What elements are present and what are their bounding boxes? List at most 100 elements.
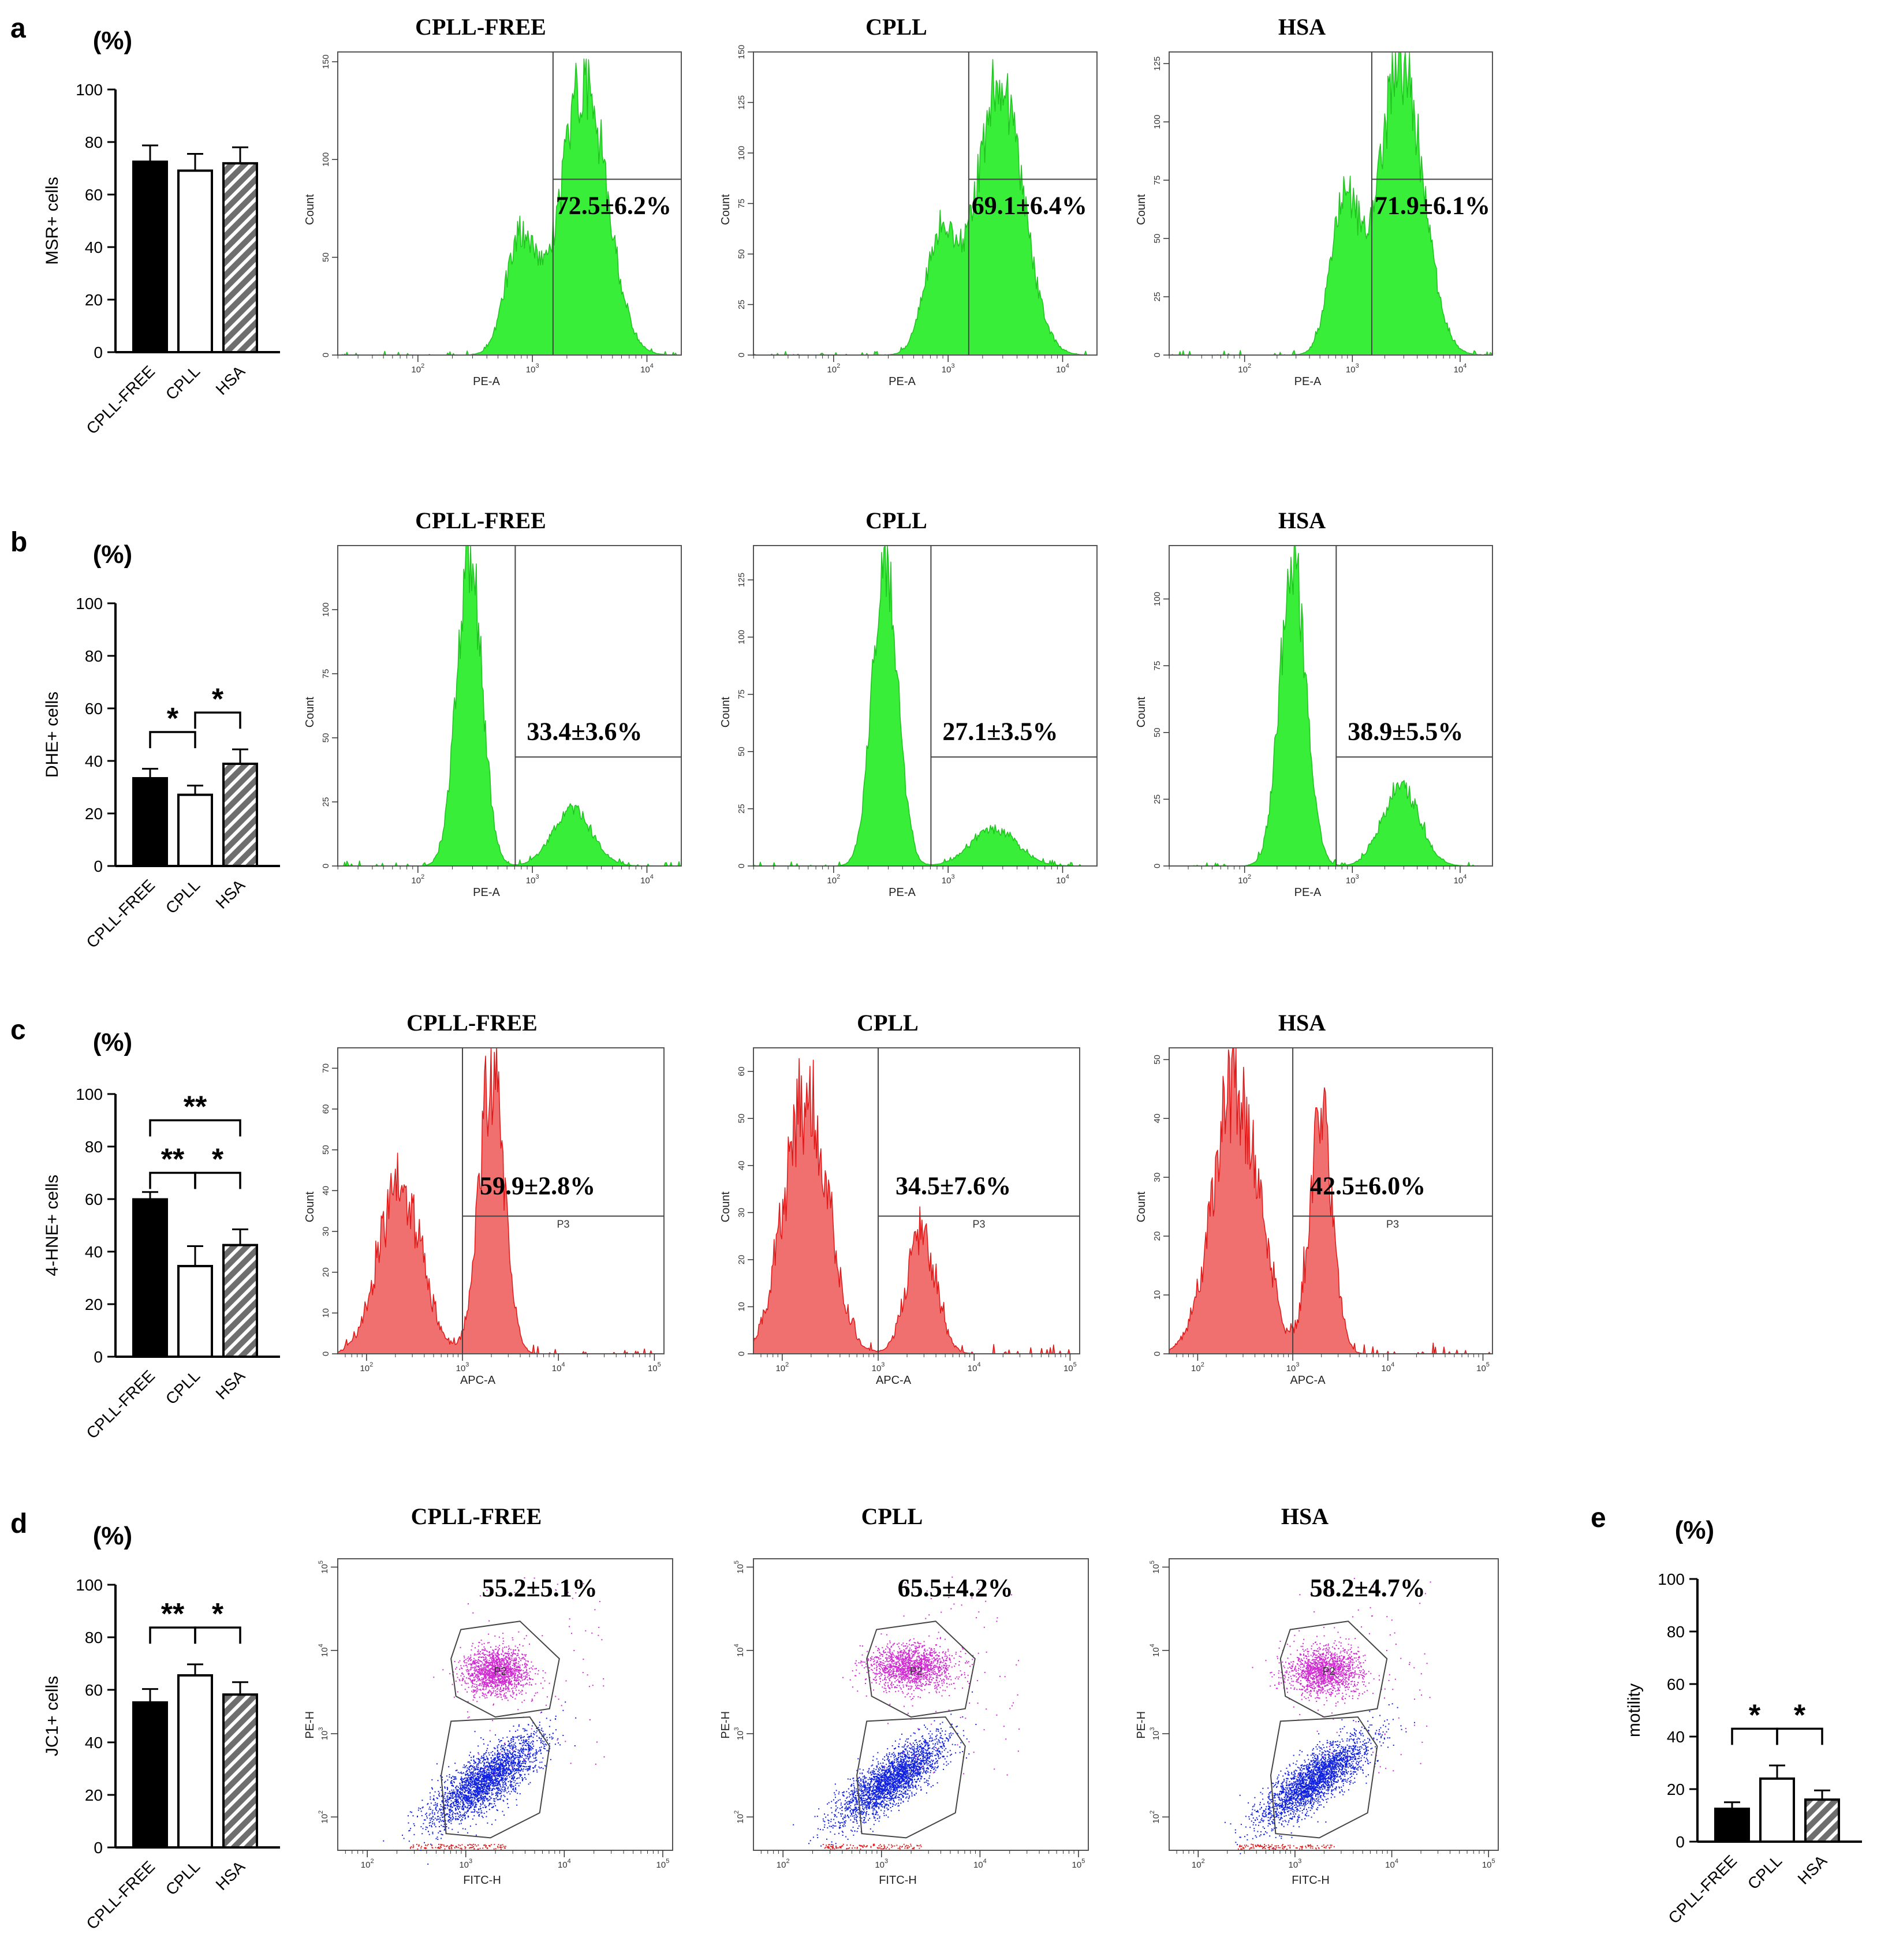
x-tick-label: 102	[411, 873, 424, 886]
x-category-label: CPLL-FREE	[1665, 1851, 1740, 1927]
y-tick-label: 104	[1149, 1644, 1161, 1657]
y-tick-label: 125	[737, 573, 747, 587]
x-tick-label: 104	[558, 1858, 571, 1870]
y-tick-label: 40	[85, 238, 103, 256]
significance-bracket	[149, 1119, 241, 1137]
gate-p2	[450, 1621, 560, 1718]
y-tick-label: 0	[1152, 864, 1162, 868]
plot-frame	[1169, 1558, 1499, 1851]
x-tick-exponent: 4	[983, 1858, 987, 1865]
bar-cpll	[177, 169, 213, 353]
x-tick-exponent: 2	[1248, 363, 1251, 369]
y-tick-label: 104	[318, 1644, 330, 1657]
y-tick-exponent: 2	[733, 1810, 740, 1814]
y-tick-label: 0	[1676, 1833, 1685, 1851]
x-tick-label: 102	[827, 363, 840, 375]
y-tick-label: 60	[1667, 1675, 1685, 1693]
y-tick-exponent: 3	[318, 1727, 324, 1731]
y-axis-label: DHE+ cells	[43, 692, 62, 778]
y-tick-label: 100	[76, 81, 103, 99]
percent-label: 71.9±6.1%	[1375, 192, 1490, 220]
x-category-label: CPLL	[1744, 1851, 1785, 1892]
plot-title: CPLL	[865, 14, 927, 40]
x-tick-label: 103	[942, 873, 955, 886]
x-tick-exponent: 2	[421, 363, 424, 369]
percent-label: 65.5±4.2%	[898, 1574, 1013, 1602]
y-tick-label: 0	[94, 857, 103, 875]
significance-label: *	[1794, 1698, 1806, 1732]
y-tick-label: 25	[1152, 794, 1162, 804]
unit-label: (%)	[93, 1028, 132, 1056]
x-axis-label: PE-A	[473, 886, 500, 899]
gate-name: P3	[972, 1219, 985, 1230]
x-tick-exponent: 3	[885, 1858, 888, 1865]
x-axis-label: APC-A	[1290, 1374, 1326, 1387]
x-category-label: CPLL	[162, 362, 203, 403]
y-tick-label: 100	[321, 602, 331, 617]
gate-p2	[866, 1621, 976, 1718]
x-tick-exponent: 2	[1201, 1361, 1204, 1368]
x-tick-label: 102	[777, 1858, 790, 1870]
y-tick-label: 40	[737, 1161, 747, 1171]
x-tick-exponent: 2	[786, 1858, 789, 1865]
gate-lower	[441, 1716, 550, 1839]
histogram-a-2: HSA 71.9±6.1% 102 103 104 PE-A 0 25 50 75 100 125 Co…	[1135, 14, 1493, 388]
histogram-area	[1169, 1047, 1493, 1354]
x-tick-label: 105	[648, 1361, 661, 1373]
x-tick-exponent: 2	[421, 873, 424, 880]
x-tick-exponent: 3	[535, 363, 539, 369]
plot-frame	[1169, 51, 1493, 356]
x-tick-exponent: 5	[1486, 1361, 1490, 1368]
bar-hsa	[222, 162, 258, 353]
significance-bracket	[194, 1171, 241, 1189]
y-tick-label: 102	[1149, 1810, 1161, 1824]
significance-label: *	[212, 1597, 224, 1631]
significance-label: **	[161, 1143, 185, 1177]
bar-cpll-free	[132, 160, 168, 353]
y-axis-label: Count	[1135, 194, 1148, 225]
y-tick-exponent: 3	[733, 1727, 740, 1731]
y-tick-label: 50	[1152, 234, 1162, 244]
percent-label: 38.9±5.5%	[1348, 717, 1463, 745]
x-tick-exponent: 4	[1463, 363, 1466, 369]
y-tick-label: 60	[85, 1681, 103, 1699]
y-axis-label: JC1+ cells	[43, 1676, 62, 1756]
y-tick-label: 100	[321, 152, 331, 167]
x-tick-label: 105	[1476, 1361, 1490, 1373]
y-tick-label: 0	[94, 344, 103, 361]
x-tick-label: 104	[552, 1361, 565, 1373]
y-tick-label: 60	[85, 1190, 103, 1208]
y-tick-exponent: 5	[1149, 1560, 1156, 1564]
x-tick-exponent: 4	[1391, 1361, 1394, 1368]
x-axis-label: PE-A	[1294, 886, 1322, 899]
bar-chart-b: b (%) 0 20 40 60 80 100 DHE+ cells CPLL-FREE CPLL H…	[10, 527, 280, 951]
significance-bracket	[194, 1626, 241, 1644]
unit-label: (%)	[93, 540, 132, 569]
y-tick-exponent: 4	[1149, 1644, 1156, 1647]
x-tick-label: 103	[526, 363, 539, 375]
x-axis-label: FITC-H	[1292, 1874, 1330, 1887]
x-tick-label: 102	[361, 1858, 374, 1870]
y-tick-label: 103	[1149, 1727, 1161, 1741]
y-tick-label: 80	[85, 1138, 103, 1156]
y-axis-label: Count	[719, 194, 732, 225]
plot-frame	[337, 545, 682, 867]
scatter-plot-2: HSA P2 58.2±4.7% 102 103 104 105 102 103 104 105 FI…	[1135, 1503, 1499, 1887]
plot-frame	[337, 1047, 665, 1354]
bar-cpll-free	[132, 1198, 168, 1358]
y-tick-label: 40	[85, 752, 103, 770]
x-tick-exponent: 4	[977, 1361, 980, 1368]
y-tick-label: 25	[737, 300, 747, 309]
y-tick-label: 40	[1667, 1728, 1685, 1746]
y-tick-exponent: 4	[318, 1644, 324, 1647]
plot-title: CPLL	[861, 1503, 923, 1529]
bar-cpll	[1759, 1777, 1795, 1843]
bar-cpll	[177, 1674, 213, 1849]
x-category-label: CPLL-FREE	[83, 1857, 158, 1933]
plot-title: CPLL-FREE	[411, 1503, 542, 1529]
x-tick-label: 104	[1056, 873, 1069, 886]
y-tick-label: 105	[318, 1560, 330, 1574]
x-tick-exponent: 2	[837, 363, 840, 369]
pink-cell-population	[433, 1577, 605, 1776]
significance-bracket	[194, 711, 241, 729]
